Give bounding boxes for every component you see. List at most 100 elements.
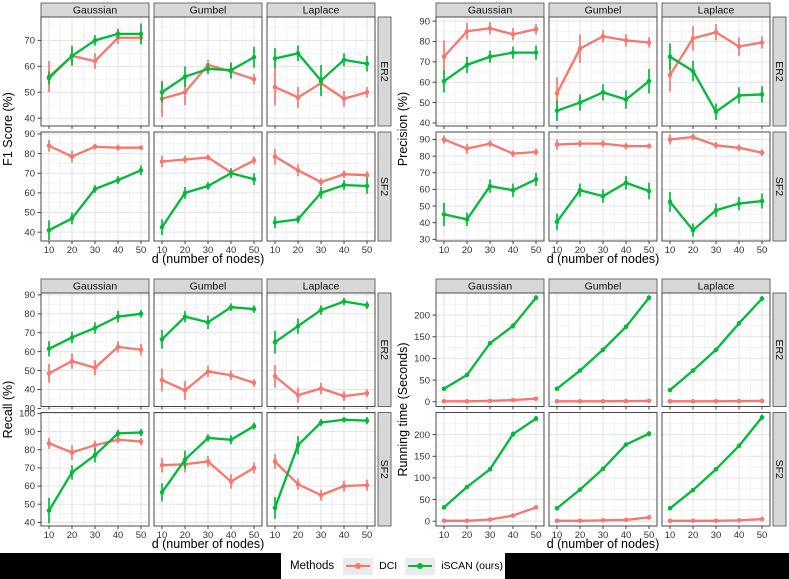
svg-text:40: 40 [508,530,519,541]
svg-text:40: 40 [419,118,430,129]
svg-text:60: 60 [24,188,35,199]
svg-text:20: 20 [180,245,191,256]
svg-text:40: 40 [339,245,350,256]
svg-text:80: 80 [24,149,35,160]
svg-text:40: 40 [226,245,237,256]
svg-text:100: 100 [414,354,430,365]
svg-text:10: 10 [270,530,281,541]
svg-text:60: 60 [419,77,430,88]
svg-text:ER2: ER2 [773,340,785,361]
recall-figure: Recall (%) d (number of nodes) Gaussian Gum… [0,270,394,553]
svg-text:50: 50 [644,245,655,256]
svg-text:40: 40 [508,245,519,256]
svg-text:50: 50 [419,375,430,386]
svg-text:SF2: SF2 [773,460,785,479]
svg-text:50: 50 [531,530,542,541]
svg-text:20: 20 [180,530,191,541]
f1-score-chart: F1 Score (%) d (number of nodes) Gaussian G… [1,2,392,266]
iscan-line-key-icon [405,557,436,575]
svg-text:20: 20 [575,245,586,256]
svg-text:50: 50 [24,208,35,219]
svg-text:50: 50 [249,245,260,256]
svg-text:50: 50 [419,495,430,506]
svg-text:90: 90 [419,135,430,146]
svg-text:50: 50 [362,530,373,541]
svg-text:50: 50 [419,201,430,212]
svg-text:40: 40 [24,385,35,396]
svg-text:40: 40 [24,518,35,529]
svg-text:40: 40 [419,218,430,229]
svg-text:80: 80 [419,151,430,162]
legend-title: Methods [290,560,335,572]
svg-text:150: 150 [414,451,430,462]
svg-text:Laplace: Laplace [303,5,340,17]
svg-text:Gaussian: Gaussian [468,281,513,293]
svg-text:200: 200 [414,310,430,321]
f1-score-figure: F1 Score (%) d (number of nodes) Gaussian G… [0,0,394,268]
running-time-figure: Running time (Seconds) d (number of nodes… [395,270,789,553]
svg-text:Laplace: Laplace [303,281,340,293]
svg-text:d (number of nodes): d (number of nodes) [547,252,660,266]
svg-text:Gaussian: Gaussian [73,5,118,17]
svg-text:20: 20 [462,530,473,541]
svg-text:20: 20 [688,530,699,541]
svg-text:50: 50 [24,87,35,98]
svg-text:Recall (%): Recall (%) [1,381,15,439]
svg-text:Running time (Seconds): Running time (Seconds) [396,342,410,476]
svg-text:30: 30 [203,530,214,541]
svg-text:30: 30 [419,235,430,246]
svg-text:60: 60 [24,481,35,492]
svg-text:d (number of nodes): d (number of nodes) [152,252,265,266]
svg-text:10: 10 [44,530,55,541]
svg-text:Gaussian: Gaussian [73,281,118,293]
svg-text:0: 0 [425,397,430,408]
svg-text:10: 10 [157,245,168,256]
svg-text:30: 30 [485,245,496,256]
svg-text:F1 Score (%): F1 Score (%) [1,92,15,166]
svg-text:30: 30 [24,404,35,415]
svg-text:10: 10 [552,245,563,256]
svg-text:40: 40 [226,530,237,541]
svg-text:10: 10 [665,530,676,541]
svg-text:30: 30 [598,530,609,541]
svg-text:30: 30 [485,530,496,541]
svg-text:40: 40 [621,245,632,256]
svg-text:30: 30 [90,530,101,541]
precision-figure: Precision (%) d (number of nodes) Gaussian… [395,0,789,268]
svg-text:20: 20 [462,245,473,256]
svg-text:30: 30 [203,245,214,256]
svg-text:50: 50 [419,98,430,109]
svg-text:d (number of nodes): d (number of nodes) [547,537,660,551]
svg-text:Laplace: Laplace [698,281,735,293]
svg-text:10: 10 [552,530,563,541]
svg-text:60: 60 [419,185,430,196]
svg-text:50: 50 [249,530,260,541]
svg-text:20: 20 [688,245,699,256]
svg-text:Gumbel: Gumbel [190,5,227,17]
svg-text:50: 50 [136,245,147,256]
legend-label-iscan: iSCAN (ours) [441,560,504,572]
svg-text:80: 80 [24,445,35,456]
svg-text:40: 40 [24,227,35,238]
svg-text:Gumbel: Gumbel [585,5,622,17]
svg-text:150: 150 [414,332,430,343]
svg-text:50: 50 [24,499,35,510]
svg-text:30: 30 [316,530,327,541]
svg-text:70: 70 [24,463,35,474]
svg-text:0: 0 [425,516,430,527]
svg-text:50: 50 [757,530,768,541]
svg-text:10: 10 [44,245,55,256]
svg-text:40: 40 [734,245,745,256]
svg-text:70: 70 [419,57,430,68]
dci-line-key-icon [343,557,374,575]
svg-text:10: 10 [157,530,168,541]
svg-text:90: 90 [24,290,35,301]
svg-text:20: 20 [67,530,78,541]
svg-text:50: 50 [24,366,35,377]
svg-text:20: 20 [293,530,304,541]
svg-text:40: 40 [734,530,745,541]
svg-text:Gumbel: Gumbel [190,281,227,293]
svg-text:20: 20 [293,245,304,256]
svg-text:50: 50 [531,245,542,256]
